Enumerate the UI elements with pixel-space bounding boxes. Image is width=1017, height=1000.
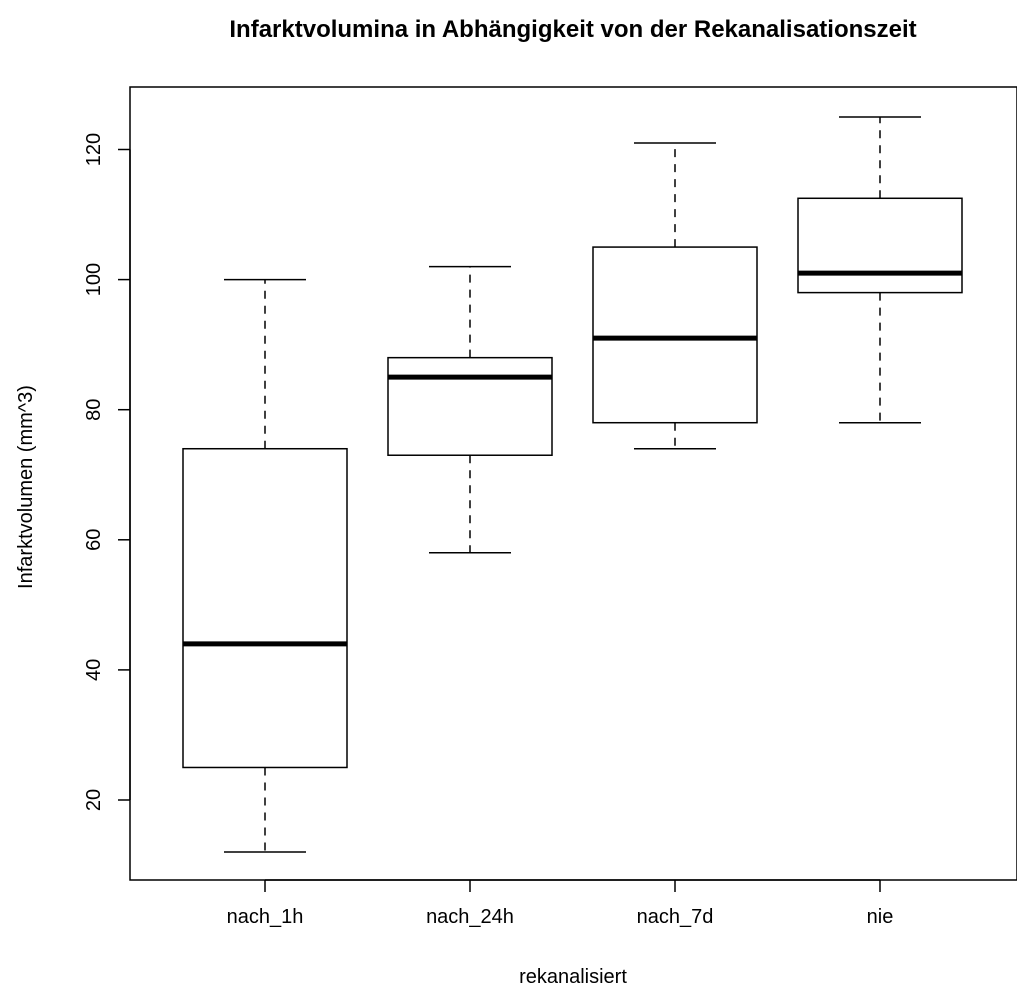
x-axis: nach_1h nach_24h nach_7d nie — [227, 879, 894, 928]
y-tick-label: 20 — [83, 789, 105, 811]
x-tick-label: nie — [867, 906, 894, 928]
iqr-box — [182, 447, 348, 769]
x-tick-label: nach_7d — [637, 906, 714, 928]
box-nach_1h — [182, 278, 348, 853]
chart-title: Infarktvolumina in Abhängigkeit von der … — [229, 16, 916, 43]
x-axis-label: rekanalisiert — [519, 966, 627, 988]
x-tick-label: nach_24h — [426, 906, 514, 928]
iqr-box — [387, 356, 553, 456]
box-nach_7d — [592, 142, 758, 450]
iqr-box — [797, 197, 963, 294]
y-tick-label: 40 — [83, 659, 105, 681]
y-tick-label: 80 — [83, 399, 105, 421]
iqr-box — [592, 246, 758, 424]
y-axis: 20 40 60 80 100 120 — [83, 133, 131, 811]
y-tick-label: 60 — [83, 529, 105, 551]
y-tick-label: 100 — [83, 263, 105, 296]
y-axis-label: Infarktvolumen (mm^3) — [15, 385, 37, 589]
box-nie — [797, 116, 963, 424]
y-tick-label: 120 — [83, 133, 105, 166]
x-tick-label: nach_1h — [227, 906, 304, 928]
box-nach_24h — [387, 265, 553, 554]
boxes — [182, 116, 963, 853]
